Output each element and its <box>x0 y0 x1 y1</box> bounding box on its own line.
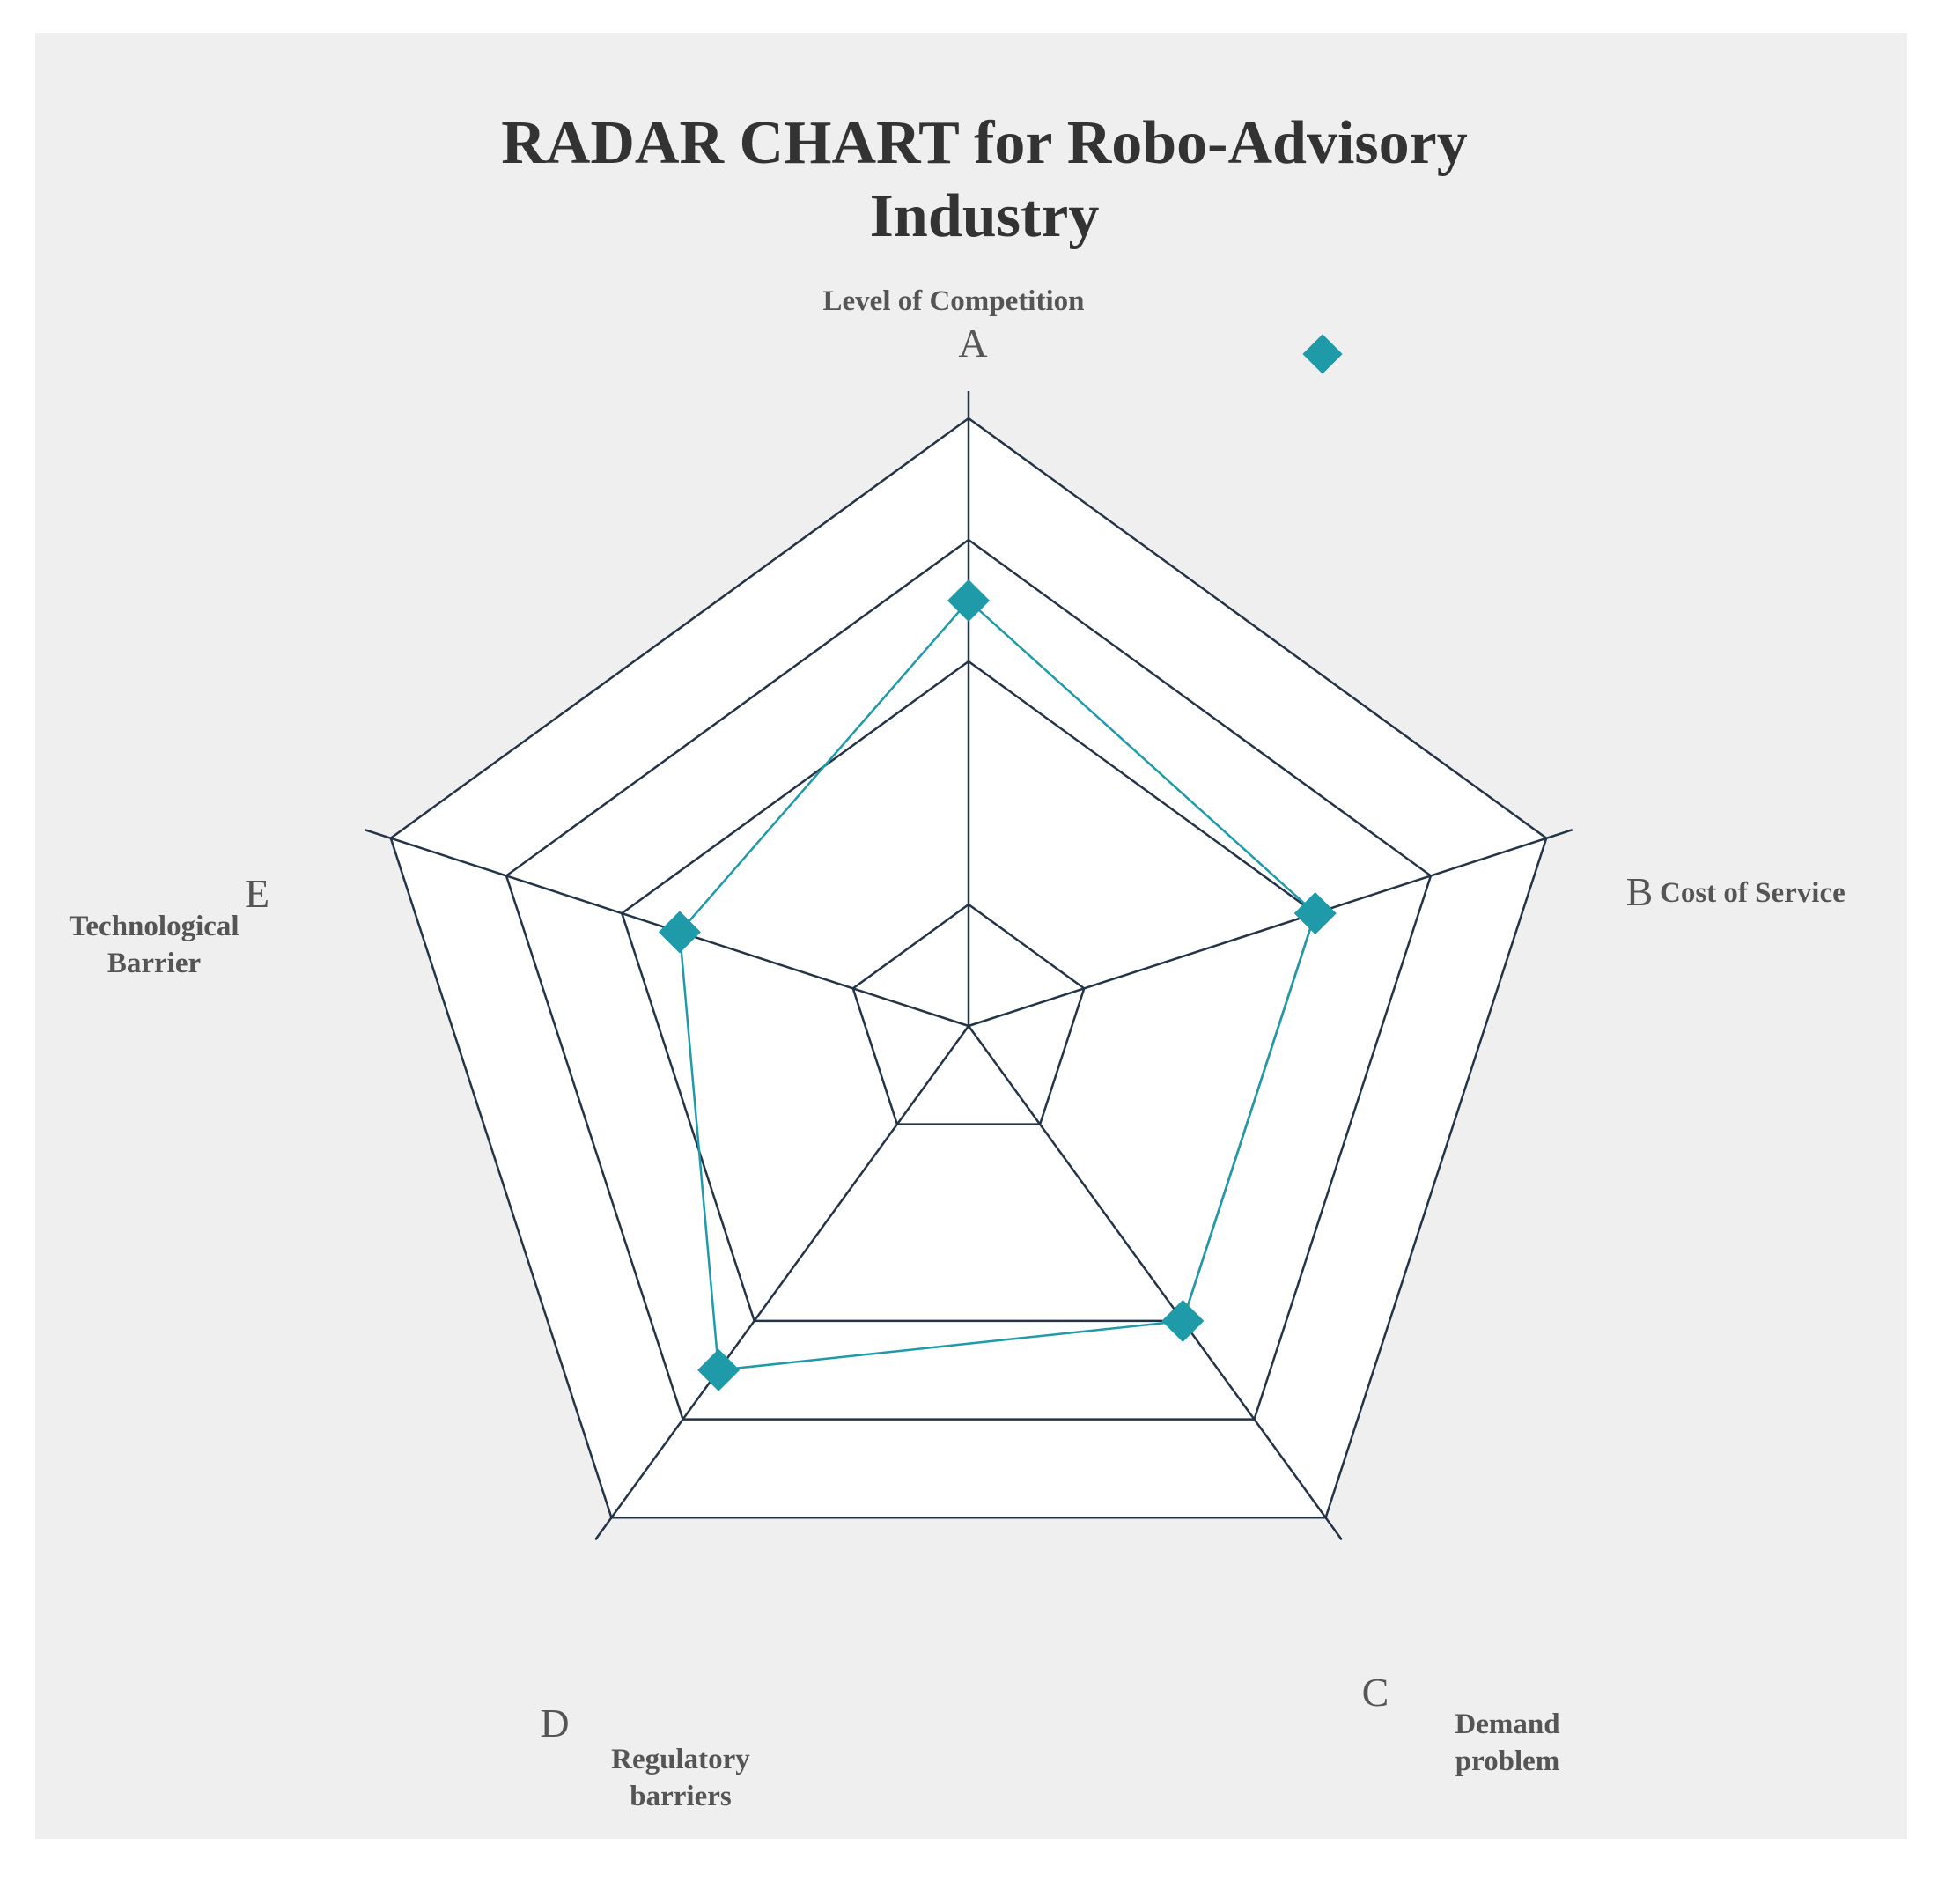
axis-label-c-line-1: Demand <box>1455 1708 1559 1740</box>
axis-spoke-d <box>594 1025 970 1541</box>
axis-spoke-b <box>968 828 1573 1028</box>
axis-letter-a: A <box>958 321 987 365</box>
grid-ring-1 <box>851 903 1086 1125</box>
axis-label-a-line-1: Level of Competition <box>823 285 1085 317</box>
axis-label-d-line-1: Regulatory <box>611 1744 750 1775</box>
axis-label-d-line-2: barriers <box>630 1781 732 1812</box>
chart-title-line-1: RADAR CHART for Robo-Advisory <box>501 109 1467 177</box>
axis-labels: A Level of Competition B Cost of Service C De… <box>69 285 1845 1812</box>
grid-ring-2 <box>620 660 1317 1323</box>
legend-marker-diamond <box>1302 334 1343 374</box>
chart-title-line-2: Industry <box>870 182 1100 250</box>
axis-label-e-line-2: Barrier <box>107 948 201 979</box>
radar-grid <box>389 417 1548 1519</box>
axis-label-b-line-1: Cost of Service <box>1660 877 1846 909</box>
legend <box>1302 334 1343 374</box>
axis-letter-c: C <box>1362 1670 1389 1715</box>
grid-ring-3 <box>505 538 1433 1421</box>
axis-letter-e: E <box>245 871 269 916</box>
axis-spoke-c <box>967 1025 1343 1541</box>
axis-letter-d: D <box>540 1701 569 1745</box>
axis-label-c-line-2: problem <box>1455 1745 1560 1777</box>
grid-ring-4 <box>389 417 1548 1519</box>
series-line <box>678 599 1317 1372</box>
axis-label-e-line-1: Technological <box>69 911 239 942</box>
axis-letter-b: B <box>1626 869 1654 914</box>
